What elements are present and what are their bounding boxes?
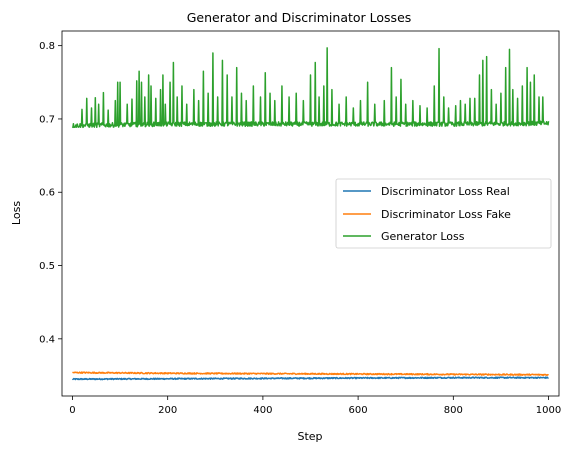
discriminator-loss-real-line [71, 376, 549, 381]
y-tick-label: 0.8 [39, 41, 55, 52]
legend-label-fake: Discriminator Loss Fake [381, 208, 511, 221]
generator-loss-line [71, 47, 550, 129]
y-tick-label: 0.5 [39, 261, 55, 272]
legend-label-generator: Generator Loss [381, 230, 465, 243]
y-tick-label: 0.7 [39, 114, 55, 125]
y-tick-label: 0.6 [39, 188, 55, 199]
x-tick-label: 200 [158, 405, 177, 416]
x-tick-label: 400 [253, 405, 272, 416]
legend-box [335, 178, 552, 249]
discriminator-loss-fake-line [72, 371, 549, 377]
x-axis-label: Step [297, 430, 322, 443]
legend: Discriminator Loss Real Discriminator Lo… [335, 178, 552, 249]
series-layer [71, 47, 550, 381]
x-tick-label: 1000 [536, 405, 561, 416]
tick-layer: 0 200 400 600 800 1000 0.4 0.5 0.6 0.7 0.8 [39, 41, 561, 416]
x-tick-label: 600 [349, 405, 368, 416]
plot-frame [61, 30, 560, 397]
chart-title: Generator and Discriminator Losses [187, 10, 412, 25]
y-axis-label: Loss [10, 201, 23, 225]
legend-label-real: Discriminator Loss Real [381, 185, 510, 198]
x-tick-label: 0 [69, 405, 75, 416]
y-tick-label: 0.4 [39, 334, 55, 345]
x-tick-label: 800 [444, 405, 463, 416]
